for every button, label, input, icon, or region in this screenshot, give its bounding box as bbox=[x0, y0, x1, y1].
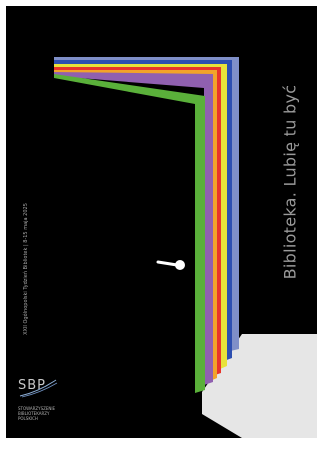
open-door-illustration bbox=[54, 57, 317, 438]
door-band-green bbox=[54, 74, 205, 393]
event-line: XXII Ogólnopolski Tydzień Bibliotek | 8-… bbox=[23, 203, 29, 335]
logo-abbreviation: SBP bbox=[18, 378, 47, 393]
logo-name-line: POLSKICH bbox=[18, 416, 38, 421]
door-band-purple bbox=[54, 72, 213, 385]
event-line-text: XXII Ogólnopolski Tydzień Bibliotek | 8-… bbox=[23, 203, 29, 335]
light-floor bbox=[202, 334, 317, 438]
logo-name: STOWARZYSZENIE BIBLIOTEKARZY POLSKICH bbox=[18, 406, 78, 421]
slogan-text: Biblioteka. Lubię tu być bbox=[280, 84, 300, 280]
door-handle-knob bbox=[175, 260, 185, 270]
logo-arc-icon bbox=[19, 379, 58, 398]
logo-name-line: STOWARZYSZENIE bbox=[18, 406, 56, 411]
door-handle-lever bbox=[156, 260, 179, 267]
sbp-logo: SBP STOWARZYSZENIE BIBLIOTEKARZY POLSKIC… bbox=[18, 378, 78, 428]
door-band-orange bbox=[54, 70, 217, 381]
logo-name-line: BIBLIOTEKARZY bbox=[18, 411, 50, 416]
slogan: Biblioteka. Lubię tu być bbox=[281, 85, 300, 280]
poster: Biblioteka. Lubię tu być XXII Ogólnopols… bbox=[6, 6, 317, 438]
